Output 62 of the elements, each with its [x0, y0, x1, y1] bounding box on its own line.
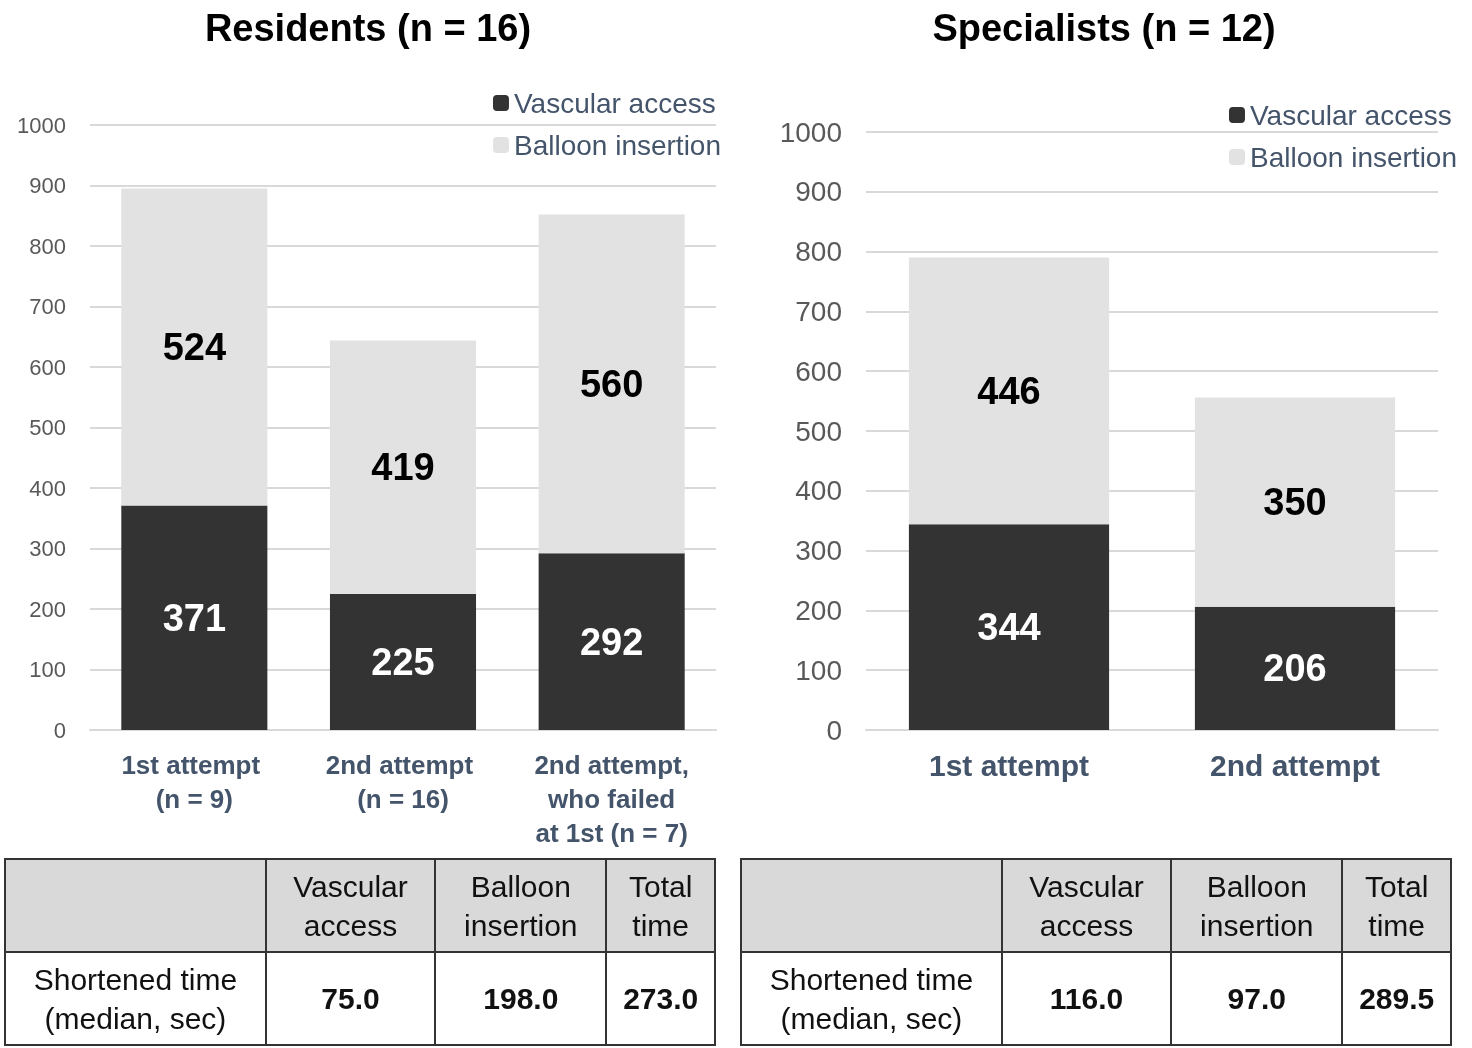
y-tick-label: 700 [29, 294, 66, 319]
y-tick-label: 300 [795, 535, 842, 567]
y-tick-label: 0 [826, 714, 842, 746]
chart-title: Residents (n = 16) [204, 7, 532, 49]
y-tick-label: 600 [29, 354, 66, 380]
y-tick-label: 900 [795, 176, 842, 208]
x-tick-label: 1st attempt (n = 9) [121, 750, 268, 814]
y-tick-label: 200 [795, 594, 842, 626]
y-tick-label: 400 [29, 475, 66, 501]
y-tick-label: 200 [29, 596, 66, 622]
data-label: 524 [162, 326, 227, 369]
x-tick-label: 1st attempt [928, 748, 1090, 782]
y-tick-label: 500 [29, 415, 66, 440]
y-tick-label: 600 [795, 355, 842, 387]
data-label: 206 [1263, 647, 1327, 690]
text: 198.0 [435, 952, 607, 1045]
y-tick-label: 1000 [779, 116, 842, 148]
y-tick-label: 300 [29, 536, 66, 561]
y-tick-label: 700 [795, 295, 842, 327]
data-label: 371 [162, 596, 227, 639]
y-tick-label: 900 [29, 173, 66, 198]
text: 97.0 [1171, 952, 1343, 1045]
data-label: 350 [1263, 481, 1327, 524]
bar [538, 553, 685, 730]
chart-title: Specialists (n = 12) [932, 7, 1276, 49]
data-label: 292 [579, 620, 644, 663]
legend-label: Balloon insertion [513, 129, 722, 161]
x-tick-label: 2nd attempt, who failed at 1st (n = 7) [534, 750, 689, 848]
x-tick-label: 2nd attempt (n = 16) [325, 750, 481, 814]
text: 116.0 [1001, 952, 1172, 1045]
y-tick-label: 100 [29, 657, 66, 682]
text: 273.0 [606, 952, 715, 1045]
text: Balloon insertion [1171, 859, 1343, 952]
y-tick-label: 800 [29, 233, 66, 259]
bar [908, 524, 1110, 730]
legend-label: Balloon insertion [1249, 141, 1458, 173]
data-label: 446 [977, 369, 1041, 412]
text: Total time [606, 859, 715, 952]
data-label: 344 [977, 606, 1041, 649]
y-tick-label: 1000 [17, 112, 66, 138]
text: Shortened time (median, sec) [5, 952, 266, 1045]
text: Balloon insertion [435, 859, 607, 952]
y-tick-label: 100 [795, 654, 842, 686]
x-tick-label: 2nd attempt [1209, 748, 1381, 782]
bar [1194, 606, 1396, 730]
bar [121, 505, 268, 730]
data-label: 560 [579, 362, 644, 405]
text: Shortened time (median, sec) [741, 952, 1002, 1045]
y-tick-label: 0 [53, 717, 66, 743]
legend-label: Vascular access [1249, 99, 1452, 131]
data-label: 419 [371, 446, 435, 489]
legend-label: Vascular access [513, 87, 716, 119]
text: 75.0 [265, 952, 436, 1045]
y-tick-label: 400 [795, 475, 842, 507]
data-label: 225 [371, 640, 435, 683]
text: 289.5 [1342, 952, 1451, 1045]
bar [329, 593, 477, 730]
text: Vascular access [1001, 859, 1172, 952]
text: Total time [1342, 859, 1451, 952]
y-tick-label: 500 [795, 415, 842, 447]
text: Vascular access [265, 859, 436, 952]
y-tick-label: 800 [795, 236, 842, 268]
